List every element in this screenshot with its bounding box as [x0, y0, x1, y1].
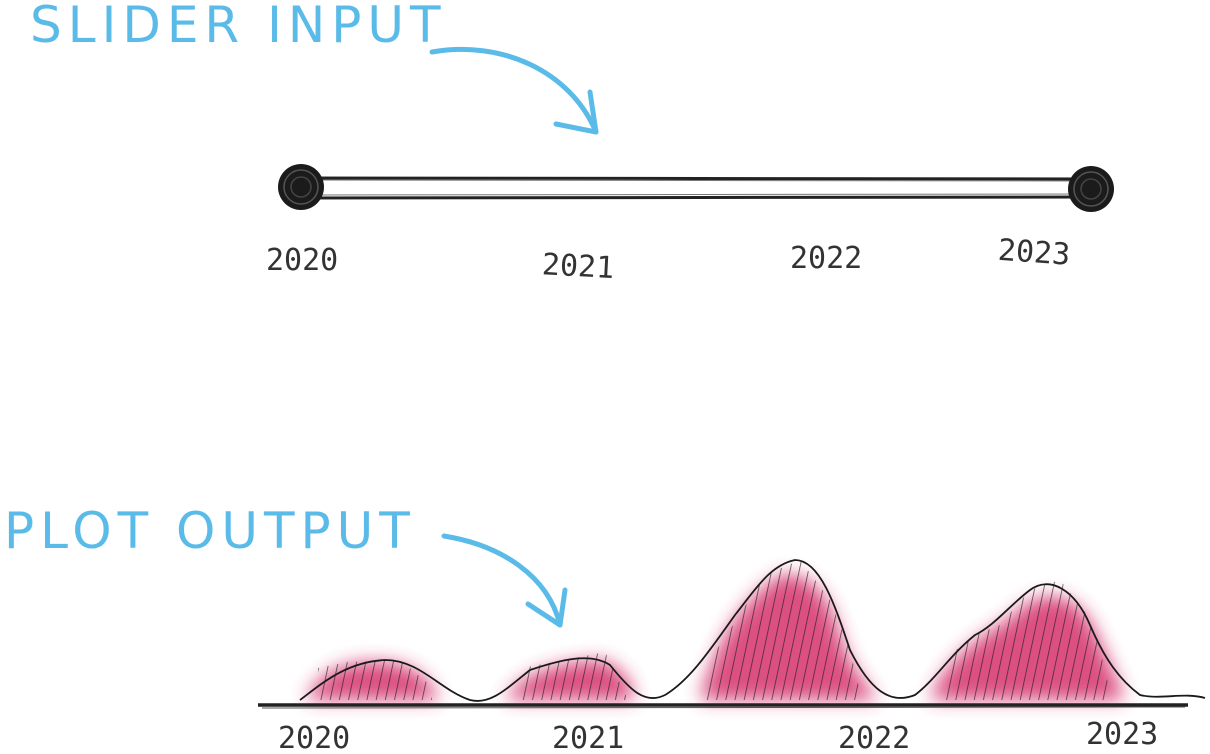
range-slider[interactable] — [278, 164, 1114, 212]
slider-handle-end[interactable] — [1068, 166, 1114, 212]
slider-input-label: SLIDER INPUT — [30, 0, 447, 54]
density-curve — [299, 559, 1206, 702]
slider-handle-start[interactable] — [278, 164, 324, 210]
slider-ticks: 2020 2021 2022 2023 — [266, 233, 1071, 286]
slider-tick-2022: 2022 — [790, 241, 862, 276]
slider-tick-2023: 2023 — [997, 233, 1072, 273]
plot-tick-2020: 2020 — [278, 721, 350, 754]
plot-ticks: 2020 2021 2022 2023 — [278, 717, 1158, 754]
plot-tick-2022: 2022 — [838, 721, 910, 754]
plot-output-label: PLOT OUTPUT — [4, 502, 416, 560]
plot-tick-2021: 2021 — [552, 721, 624, 754]
plot-tick-2023: 2023 — [1086, 717, 1158, 752]
plot-arrow — [441, 533, 568, 628]
plot-area — [258, 559, 1206, 709]
slider-track[interactable] — [299, 176, 1091, 200]
density-hatch — [318, 560, 1112, 700]
slider-tick-2021: 2021 — [541, 247, 615, 286]
slider-tick-2020: 2020 — [266, 243, 338, 278]
slider-arrow — [429, 46, 599, 135]
